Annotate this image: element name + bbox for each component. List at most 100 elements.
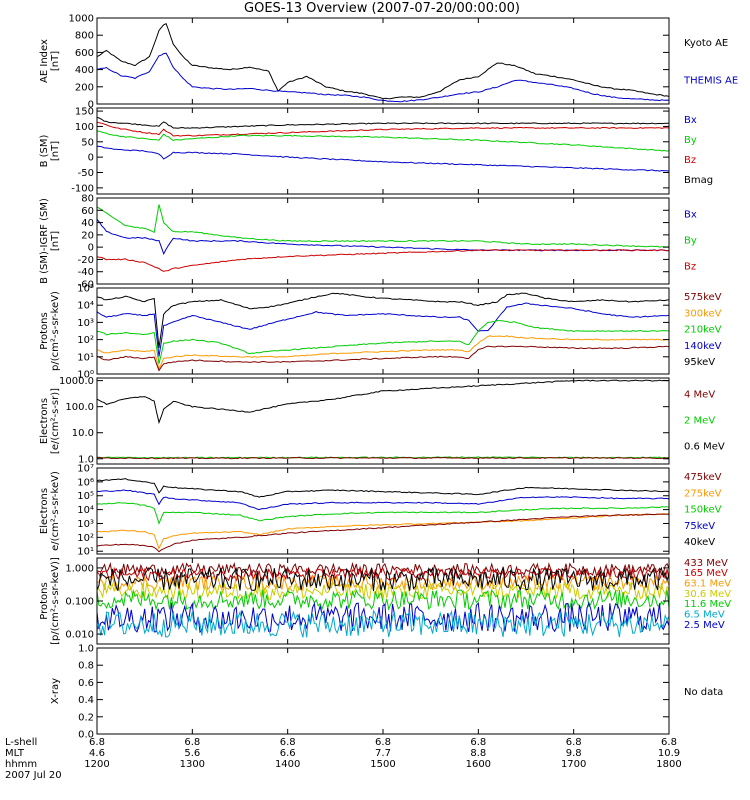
legend-entry: 575keV — [684, 292, 722, 303]
legend-entry: 40keV — [684, 537, 715, 548]
legend-entry: 11.6 MeV — [684, 599, 731, 610]
y-tick-label: 1.0 — [78, 454, 94, 465]
series-line — [97, 502, 669, 525]
series-line — [97, 345, 669, 372]
y-tick-label: 1.0 — [78, 644, 94, 655]
y-tick-label: -50 — [78, 168, 94, 179]
x-tick-hhmm: 1800 — [656, 759, 681, 770]
panel-protons_hi: 0.010 0.100 1.000 Protons [p/(cm²-s-sr-keV)]… — [39, 557, 731, 645]
series-group — [97, 292, 669, 372]
legend-entry: THEMIS AE — [683, 75, 738, 86]
y-axis-label: AE Index — [39, 39, 50, 83]
y-tick-label: 0.6 — [78, 678, 94, 689]
series-line — [97, 456, 669, 460]
panel-frame — [96, 647, 670, 735]
x-tick-lshell: 6.8 — [470, 737, 486, 748]
legend-entry: By — [684, 236, 697, 247]
x-tick-hhmm: 1700 — [561, 759, 586, 770]
panel-frame — [96, 467, 670, 555]
y-tick-label: 50 — [81, 137, 94, 148]
series-group — [97, 204, 669, 272]
legend-entry: 6.5 MeV — [684, 610, 725, 621]
y-tick-label: 10⁰ — [77, 370, 94, 381]
x-row-label: hhmm — [5, 759, 37, 770]
legend-entry: No data — [684, 687, 723, 698]
legend-entry: 95keV — [684, 357, 715, 368]
y-tick-label: 10¹ — [77, 547, 94, 558]
series-line — [97, 219, 669, 256]
series-line — [97, 320, 669, 364]
x-tick-mlt: 7.7 — [375, 748, 391, 759]
y-tick-label: 10⁴ — [77, 505, 94, 516]
legend-entry: 0.6 MeV — [684, 442, 725, 453]
series-line — [97, 121, 669, 137]
x-tick-lshell: 6.8 — [89, 737, 105, 748]
legend-entry: 433 MeV — [684, 558, 728, 569]
series-line — [97, 145, 669, 172]
x-tick-hhmm: 1300 — [180, 759, 205, 770]
y-tick-label: 10¹ — [77, 352, 94, 363]
y-tick-label: 10.0 — [72, 428, 94, 439]
y-axis-label: Protons — [39, 582, 50, 619]
y-tick-label: 0.8 — [78, 661, 94, 672]
y-axis-label: [p/(cm²-s-sr-keV)] — [50, 557, 61, 645]
y-axis-label: p/(cm²-s-sr-keV) — [50, 291, 61, 371]
x-tick-lshell: 6.8 — [375, 737, 391, 748]
legend-entry: Bz — [684, 155, 696, 166]
y-tick-label: -40 — [78, 267, 94, 278]
x-row-label: MLT — [5, 748, 25, 759]
panel-electrons_hi: 1.0 10.0 100.0 1000.0 Electrons [e/(cm²-s-sr)… — [39, 376, 725, 465]
y-axis-label: [nT] — [50, 141, 61, 161]
y-tick-label: 0.4 — [78, 695, 94, 706]
y-tick-label: -100 — [71, 183, 94, 194]
series-line — [97, 478, 669, 498]
series-line — [97, 130, 669, 152]
y-tick-label: 1000 — [69, 14, 94, 25]
y-tick-label: 1.000 — [65, 563, 94, 574]
y-tick-label: 600 — [75, 48, 94, 59]
series-line — [97, 601, 669, 634]
y-tick-label: 80 — [81, 194, 94, 205]
y-tick-label: 10⁴ — [77, 301, 94, 312]
legend-entry: Bmag — [684, 175, 713, 186]
chart-title: GOES-13 Overview (2007-07-20/00:00:00) — [244, 1, 520, 16]
x-tick-lshell: 6.8 — [566, 737, 582, 748]
panel-protons_lo: 10⁰ 10¹ 10² 10³ 10⁴ 10⁵ Protons p/(cm²-s-sr-keV… — [39, 284, 722, 381]
series-line — [97, 204, 669, 248]
legend-entry: 275keV — [684, 488, 722, 499]
y-axis-label: [nT] — [50, 51, 61, 71]
series-line — [97, 52, 669, 103]
legend-entry: Kyoto AE — [684, 38, 728, 49]
y-tick-label: 0.2 — [78, 712, 94, 723]
x-row-label: L-shell — [5, 737, 37, 748]
x-tick-hhmm: 1600 — [466, 759, 491, 770]
x-tick-mlt: 10.9 — [658, 748, 680, 759]
y-axis-label: e/(cm²-s-sr-keV) — [50, 471, 61, 551]
series-line — [97, 513, 669, 550]
legend-entry: Bz — [684, 262, 696, 273]
series-line — [97, 249, 669, 272]
legend-entry: 210keV — [684, 325, 722, 336]
x-tick-hhmm: 1400 — [275, 759, 300, 770]
legend-entry: 75keV — [684, 521, 715, 532]
legend-entry: 2.5 MeV — [684, 620, 725, 631]
y-tick-label: 150 — [75, 107, 94, 118]
y-tick-label: 0.100 — [65, 597, 94, 608]
y-tick-label: 200 — [75, 82, 94, 93]
panel-ae: 0 200 400 600 800 1000 AE Index [nT] Kyoto AE THE… — [39, 14, 738, 111]
x-tick-hhmm: 1200 — [84, 759, 109, 770]
legend-entry: 2 MeV — [684, 416, 715, 427]
y-axis-label: Electrons — [39, 398, 50, 444]
x-tick-lshell: 6.8 — [184, 737, 200, 748]
panel-b_sm: -100 -50 0 50 100 150 B (SM) [nT] Bx By Bz Bmag — [39, 107, 713, 195]
y-axis-label: [nT] — [50, 231, 61, 251]
y-axis-label: X-ray — [50, 678, 61, 704]
y-tick-label: 10⁶ — [77, 477, 94, 488]
y-tick-label: 10⁵ — [77, 284, 94, 295]
y-tick-label: 10⁵ — [77, 491, 94, 502]
y-tick-label: 0 — [88, 100, 94, 111]
series-line — [97, 116, 669, 129]
